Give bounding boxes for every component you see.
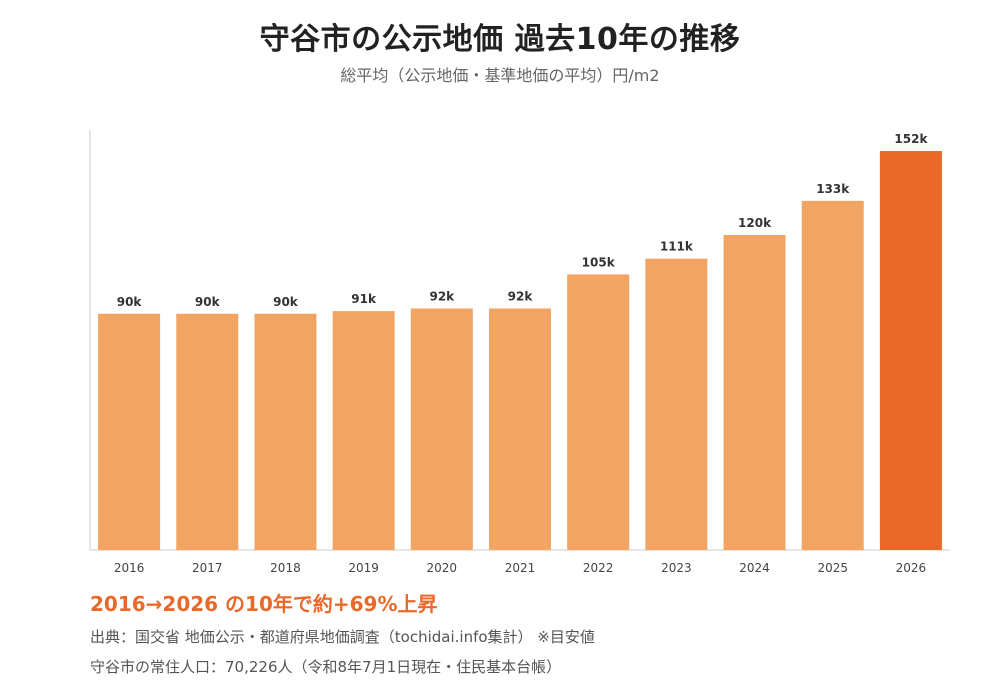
data-label-2021: 92k (508, 290, 534, 304)
x-tick-label-2018: 2018 (270, 561, 301, 575)
data-label-2026: 152k (894, 132, 928, 146)
increase-summary: 2016→2026 の10年で約+69%上昇 (90, 592, 438, 616)
bar-2019 (332, 311, 395, 550)
population-note: 守谷市の常住人口：70,226人（令和8年7月1日現在・住民基本台帳） (90, 658, 562, 676)
data-label-2020: 92k (429, 290, 455, 304)
data-label-2017: 90k (195, 295, 221, 309)
data-label-2023: 111k (660, 240, 694, 254)
data-label-2018: 90k (273, 295, 299, 309)
x-tick-label-2026: 2026 (896, 561, 927, 575)
bar-2016 (98, 313, 161, 550)
bar-2017 (176, 313, 239, 550)
data-label-2025: 133k (816, 182, 850, 196)
x-tick-label-2022: 2022 (583, 561, 614, 575)
bar-2026 (879, 151, 942, 550)
x-tick-label-2020: 2020 (427, 561, 458, 575)
x-tick-label-2023: 2023 (661, 561, 692, 575)
x-tick-label-2024: 2024 (739, 561, 770, 575)
bar-2022 (567, 274, 630, 550)
bar-2021 (489, 308, 551, 550)
data-label-2024: 120k (738, 216, 772, 230)
data-label-2019: 91k (351, 292, 377, 306)
bar-2023 (645, 258, 708, 550)
bar-2024 (723, 235, 786, 550)
bar-2018 (254, 313, 317, 550)
chart-subtitle: 総平均（公示地価・基準地価の平均）円/m2 (340, 66, 660, 85)
x-tick-label-2019: 2019 (348, 561, 379, 575)
chart-title: 守谷市の公示地価 過去10年の推移 (259, 22, 741, 57)
data-label-2022: 105k (582, 255, 616, 269)
data-label-2016: 90k (117, 295, 143, 309)
bar-2025 (801, 200, 864, 550)
x-tick-label-2016: 2016 (114, 561, 145, 575)
bar-2020 (410, 308, 473, 550)
source-note: 出典：国交省 地価公示・都道府県地価調査（tochidai.info集計） ※目… (90, 628, 595, 646)
x-tick-label-2021: 2021 (505, 561, 536, 575)
x-tick-label-2025: 2025 (817, 561, 848, 575)
x-tick-label-2017: 2017 (192, 561, 223, 575)
